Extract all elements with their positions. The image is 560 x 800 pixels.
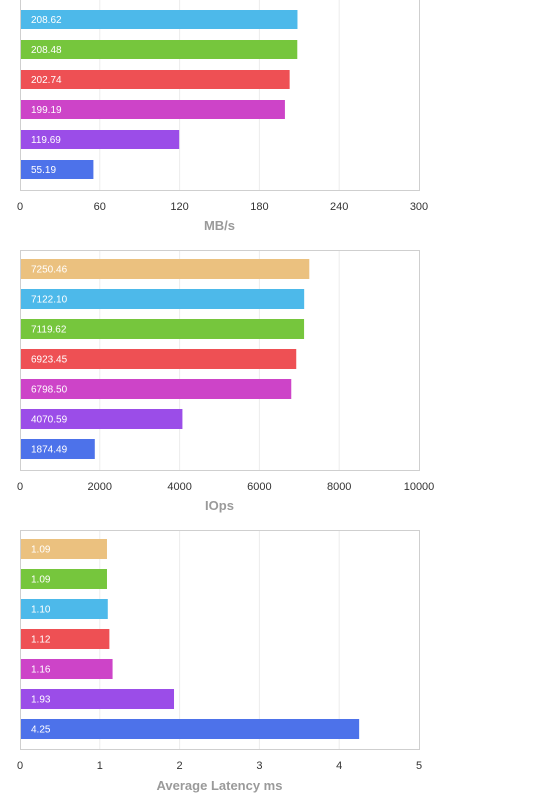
chart-3-bar <box>21 599 108 619</box>
chart-1-bar <box>21 10 298 29</box>
chart-1-tick-label: 180 <box>250 201 268 213</box>
chart-3-bar <box>21 629 110 649</box>
chart-1-axis-label: MB/s <box>204 218 235 233</box>
chart-2-tick-label: 10000 <box>404 481 435 493</box>
chart-3-tick-label: 1 <box>97 760 103 772</box>
chart-3-tick-label: 5 <box>416 760 422 772</box>
chart-2-tick-label: 8000 <box>327 481 351 493</box>
chart-3-data-label: 1.93 <box>31 695 51 706</box>
chart-1-data-label: 119.69 <box>31 135 61 146</box>
chart-1-data-label: 208.62 <box>31 15 62 26</box>
chart-3-tick-label: 3 <box>256 760 262 772</box>
chart-2-data-label: 6798.50 <box>31 385 68 396</box>
chart-1-bar <box>21 160 94 179</box>
chart-3-data-label: 4.25 <box>31 725 51 736</box>
chart-1-data-label: 202.74 <box>31 75 62 86</box>
chart-2-bar <box>21 319 305 339</box>
chart-1-bar <box>21 100 285 119</box>
chart-2-tick-label: 4000 <box>167 481 191 493</box>
chart-1-tick-label: 300 <box>410 201 428 213</box>
chart-1-data-label: 208.48 <box>31 45 62 56</box>
chart-1-tick-label: 120 <box>170 201 188 213</box>
chart-3-bar <box>21 569 107 589</box>
chart-3-data-label: 1.10 <box>31 605 51 616</box>
chart-2-plot-frame <box>20 250 420 471</box>
chart-3-tick-label: 0 <box>17 760 23 772</box>
chart-2-data-label: 7122.10 <box>31 295 68 306</box>
chart-1-tick-label: 0 <box>17 201 23 213</box>
chart-3-data-label: 1.09 <box>31 545 51 556</box>
chart-1-bar <box>21 130 180 149</box>
chart-3-tick-label: 4 <box>336 760 342 772</box>
chart-2-bar <box>21 439 95 459</box>
chart-2-data-label: 7250.46 <box>31 265 68 276</box>
chart-1-tick-label: 240 <box>330 201 348 213</box>
chart-1-bar <box>21 40 298 59</box>
chart-3-bar <box>21 539 107 559</box>
chart-2-bar <box>21 349 297 369</box>
chart-2-bar <box>21 409 183 429</box>
chart-1-tick-label: 60 <box>94 201 106 213</box>
chart-1-data-label: 55.19 <box>31 165 56 176</box>
chart-2-bar <box>21 289 305 309</box>
chart-2-data-label: 1874.49 <box>31 445 68 456</box>
chart-2-tick-label: 2000 <box>88 481 112 493</box>
chart-2-axis-label: IOps <box>205 498 234 513</box>
chart-2-data-label: 6923.45 <box>31 355 68 366</box>
chart-3-bar <box>21 719 360 739</box>
chart-1-data-label: 199.19 <box>31 105 62 116</box>
chart-3-tick-label: 2 <box>177 760 183 772</box>
chart-3-data-label: 1.09 <box>31 575 51 586</box>
chart-3-plot-frame <box>20 530 420 750</box>
chart-2-bar <box>21 379 292 399</box>
chart-1-bar <box>21 70 290 89</box>
chart-3-data-label: 1.16 <box>31 665 51 676</box>
chart-3-bar <box>21 659 113 679</box>
chart-2-data-label: 4070.59 <box>31 415 68 426</box>
chart-1-plot-frame <box>20 0 420 191</box>
chart-2-tick-label: 0 <box>17 481 23 493</box>
chart-3-data-label: 1.12 <box>31 635 51 646</box>
chart-3-axis-label: Average Latency ms <box>157 778 283 793</box>
chart-2-tick-label: 6000 <box>247 481 271 493</box>
chart-2-data-label: 7119.62 <box>31 325 67 336</box>
chart-3-bar <box>21 689 175 709</box>
chart-2-bar <box>21 259 310 279</box>
